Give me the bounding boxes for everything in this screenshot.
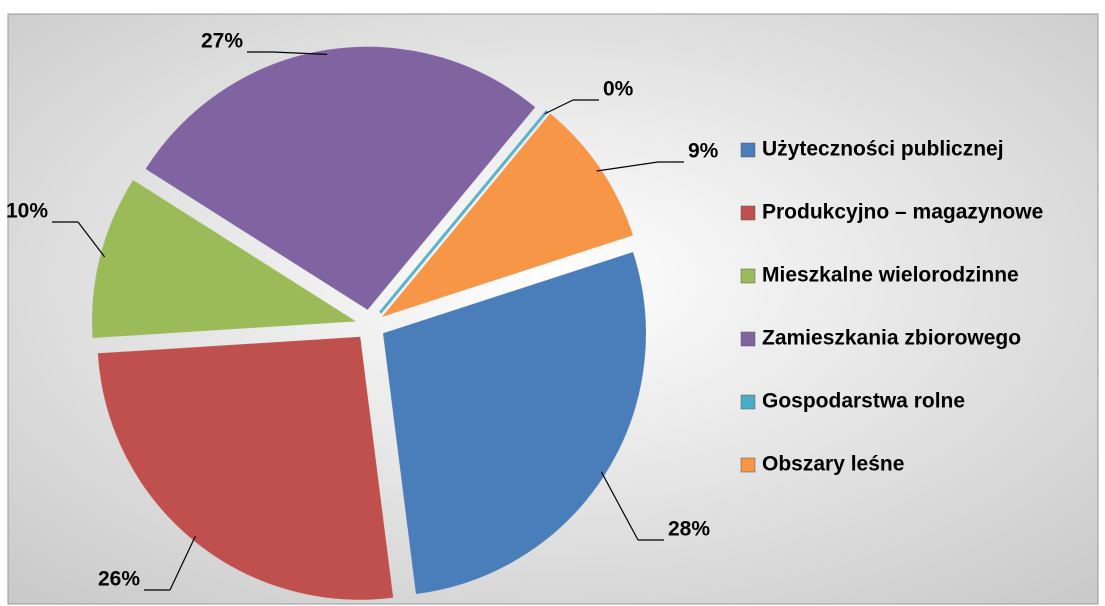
legend-label: Gospodarstwa rolne: [762, 390, 965, 413]
leader-line: [169, 535, 196, 591]
legend-label: Produkcyjno – magazynowe: [762, 201, 1043, 224]
leader-line: [77, 221, 106, 258]
legend-swatch: [740, 205, 756, 221]
legend-swatch: [740, 268, 756, 284]
legend-label: Zamieszkania zbiorowego: [762, 327, 1021, 350]
data-label: 9%: [688, 140, 719, 163]
pie-slice: [145, 46, 536, 310]
leader-line: [272, 51, 328, 55]
pie-slice: [381, 113, 634, 318]
leader-line: [600, 471, 639, 541]
leader-line: [544, 99, 574, 115]
leader-line: [596, 161, 659, 172]
data-label: 26%: [98, 568, 140, 591]
pie-slice: [92, 179, 357, 339]
pie-slice: [97, 336, 394, 600]
legend-label: Obszary leśne: [762, 453, 904, 476]
pie-slice: [382, 251, 646, 595]
legend-label: Mieszkalne wielorodzinne: [762, 264, 1019, 287]
legend-swatch: [740, 394, 756, 410]
data-label: 0%: [603, 78, 634, 101]
data-label: 27%: [201, 30, 243, 53]
data-label: 28%: [668, 518, 710, 541]
legend-label: Użyteczności publicznej: [762, 138, 1004, 161]
legend-swatch: [740, 331, 756, 347]
data-label: 10%: [6, 200, 48, 223]
legend-swatch: [740, 142, 756, 158]
legend-swatch: [740, 457, 756, 473]
